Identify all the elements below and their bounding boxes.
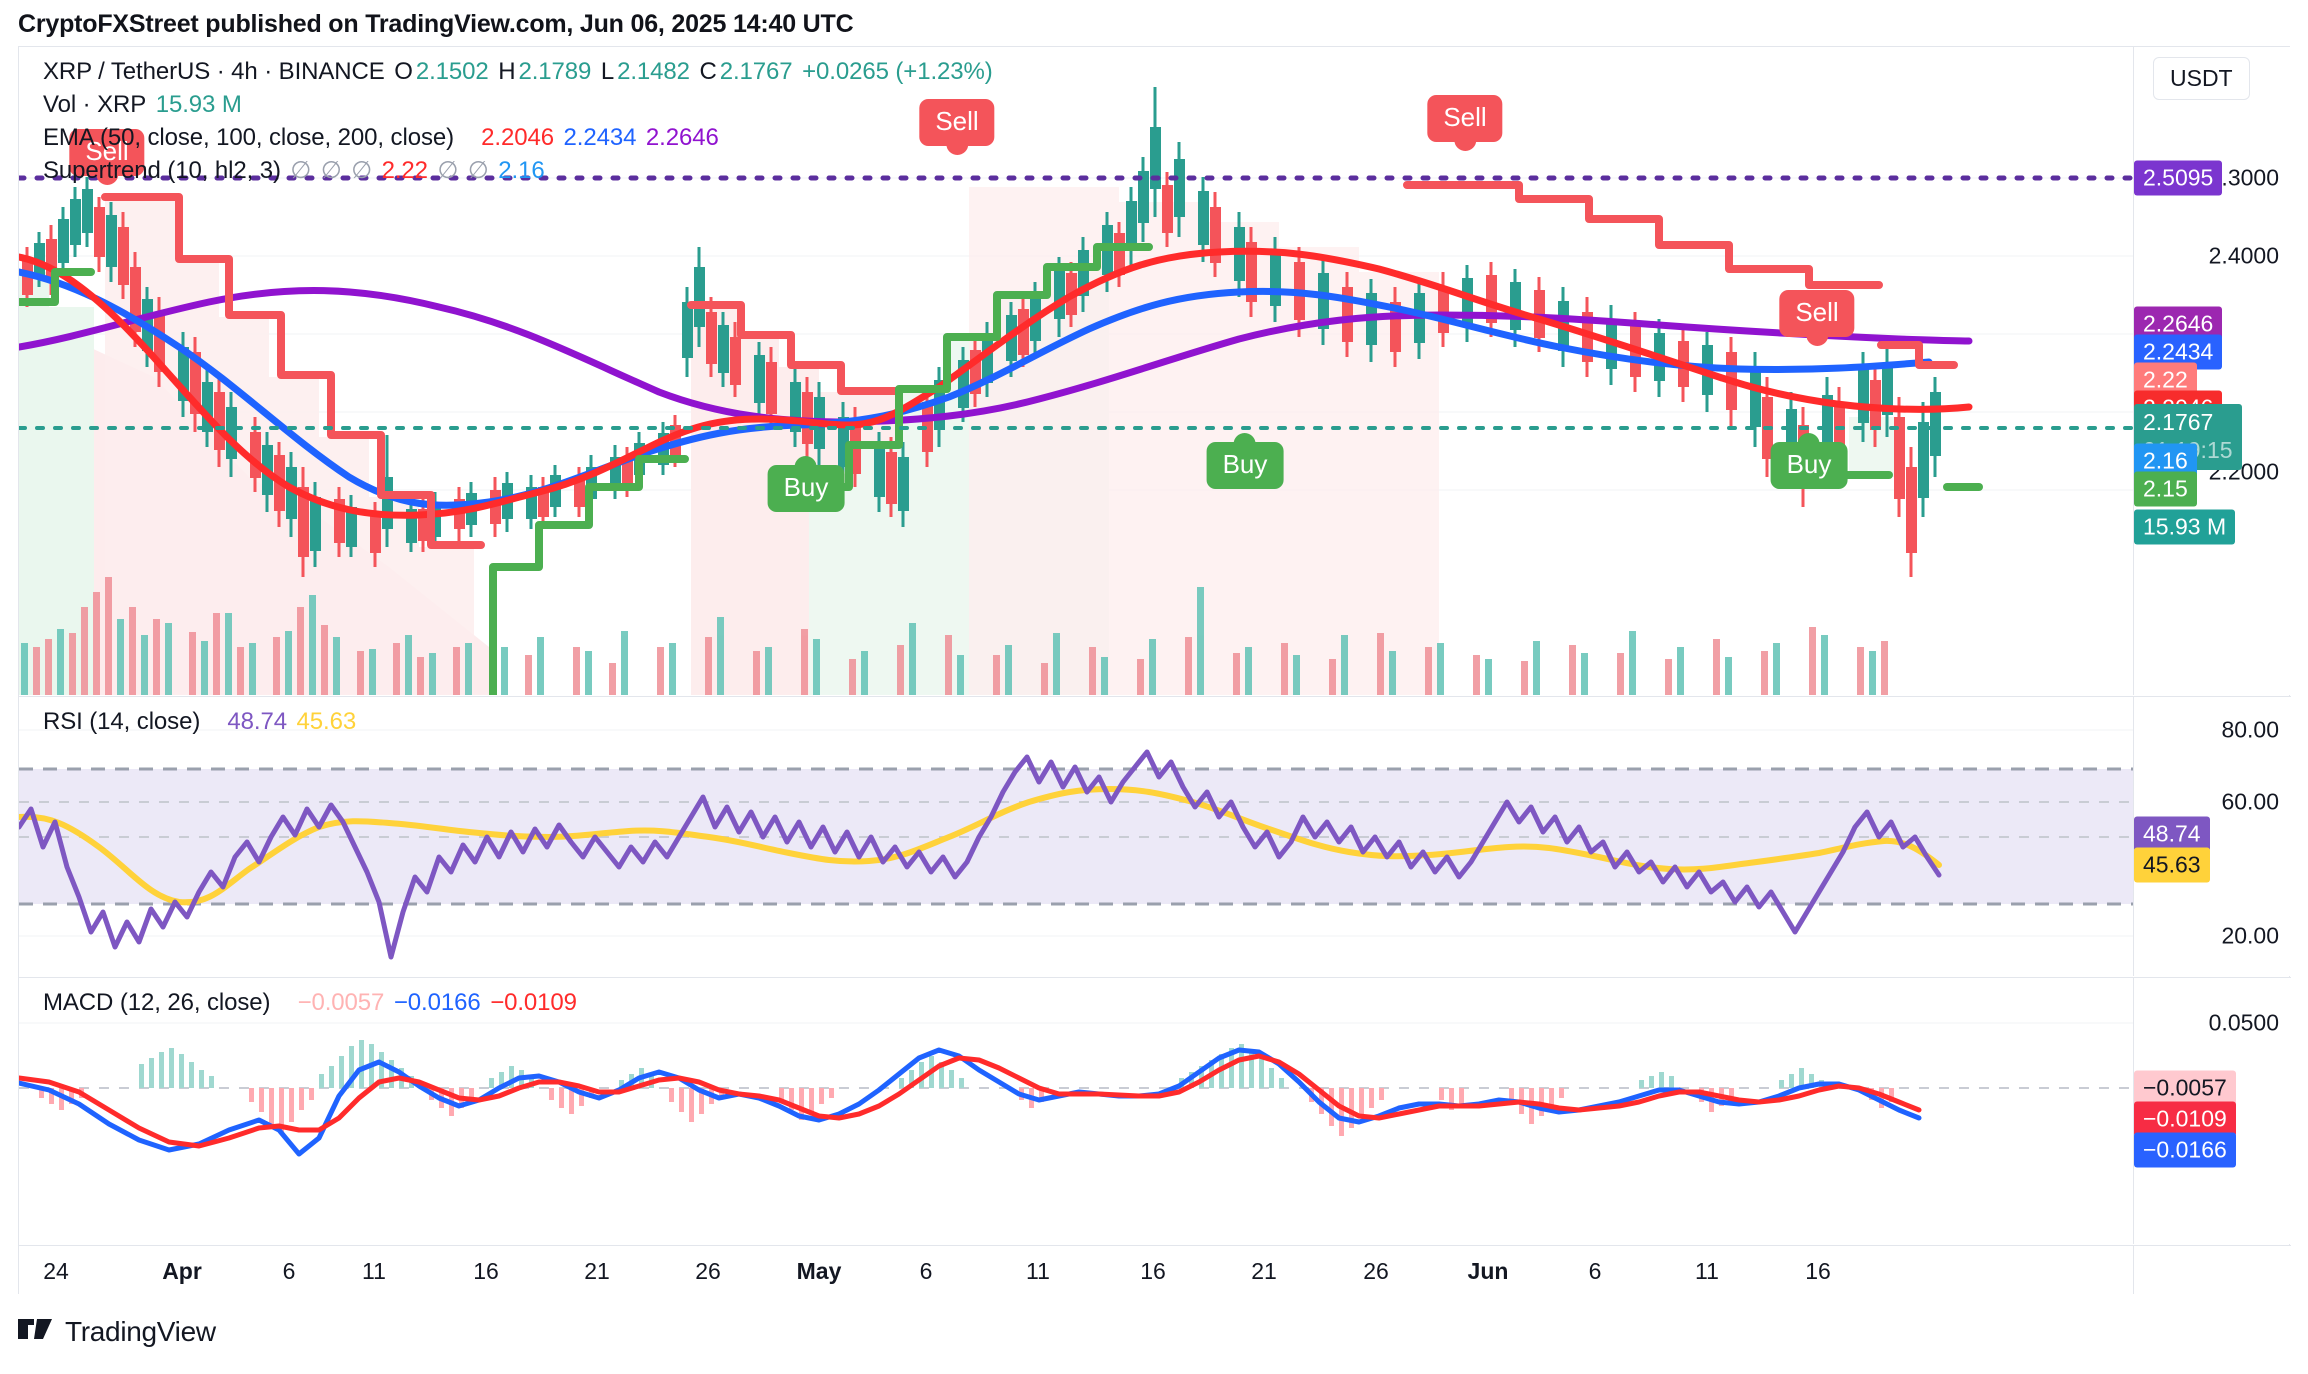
rsi-scale[interactable]: 80.00 60.00 20.00 48.74 45.63	[2133, 697, 2291, 976]
marker-knob-icon	[95, 163, 118, 185]
marker-knob-icon	[1453, 129, 1476, 151]
marker-knob-icon	[1798, 433, 1820, 455]
macd-pill-hist: −0.0057	[2134, 1070, 2236, 1106]
macd-axis-label: 0.0500	[2208, 1009, 2279, 1036]
price-pill-supertrend-buy: 2.15	[2134, 471, 2197, 507]
price-pill-volume: 15.93 M	[2134, 509, 2236, 545]
time-tick: 16	[1805, 1258, 1831, 1284]
signal-marker-sell[interactable]: Sell	[1779, 290, 1855, 346]
tradingview-logo-icon	[18, 1319, 52, 1345]
time-tick: 6	[1588, 1258, 1602, 1284]
time-tick: 11	[362, 1258, 386, 1284]
macd-pill-signal: −0.0166	[2134, 1132, 2236, 1168]
time-tick-month: Apr	[162, 1258, 202, 1284]
signal-label: Buy	[1206, 433, 1284, 489]
price-pill-supertrend-upper: 2.5095	[2134, 160, 2223, 196]
time-tick: 21	[584, 1258, 610, 1284]
time-tick: 6	[282, 1258, 296, 1284]
rsi-pane: RSI (14, close) 48.74 45.63 80.00 60.00 …	[19, 696, 2291, 976]
signal-marker-sell[interactable]: Sell	[1427, 95, 1503, 151]
macd-pill-macd: −0.0109	[2134, 1101, 2236, 1137]
signal-marker-sell[interactable]: Sell	[69, 129, 145, 185]
marker-knob-icon	[1805, 324, 1828, 346]
time-tick: 26	[695, 1258, 721, 1284]
signal-label: Sell	[919, 99, 995, 155]
marker-knob-icon	[1234, 433, 1256, 455]
marker-knob-icon	[795, 456, 817, 478]
time-tick: 26	[1363, 1258, 1389, 1284]
marker-knob-icon	[945, 133, 968, 155]
time-axis-scale-corner	[2133, 1246, 2291, 1294]
last-price-value: 2.1767	[2143, 409, 2214, 435]
time-tick: 6	[919, 1258, 933, 1284]
signal-label: Sell	[1427, 95, 1503, 151]
time-axis-labels: 24 Apr 6 11 16 21 26 May 6 11 16 21 26 J…	[19, 1246, 2133, 1294]
time-tick: 11	[1026, 1258, 1050, 1284]
time-tick: 16	[473, 1258, 499, 1284]
rsi-plot[interactable]: RSI (14, close) 48.74 45.63	[19, 697, 2133, 976]
price-plot-svg	[19, 87, 2133, 695]
macd-scale[interactable]: 0.0500 −0.0057 −0.0109 −0.0166	[2133, 978, 2291, 1244]
signal-marker-sell[interactable]: Sell	[919, 99, 995, 155]
signal-label: Buy	[1770, 433, 1848, 489]
signal-marker-buy[interactable]: Buy	[1770, 433, 1848, 489]
price-axis-label: 2.4000	[2208, 242, 2279, 269]
macd-plot-svg	[19, 1022, 2133, 1157]
publisher-caption: CryptoFXStreet published on TradingView.…	[18, 10, 854, 38]
time-tick: 11	[1695, 1258, 1719, 1284]
signal-label: Buy	[767, 456, 845, 512]
signal-marker-buy[interactable]: Buy	[1206, 433, 1284, 489]
rsi-plot-svg	[19, 729, 2133, 960]
signal-label: Sell	[69, 129, 145, 185]
rsi-axis-label: 60.00	[2221, 788, 2279, 815]
macd-plot[interactable]: MACD (12, 26, close) −0.0057 −0.0166 −0.…	[19, 978, 2133, 1244]
time-axis[interactable]: 24 Apr 6 11 16 21 26 May 6 11 16 21 26 J…	[19, 1245, 2291, 1294]
rsi-pill-ma: 45.63	[2134, 847, 2210, 883]
time-tick: 24	[43, 1258, 69, 1284]
rsi-axis-label: 80.00	[2221, 716, 2279, 743]
price-scale[interactable]: USDT 2.3000 2.4000 2.2000 2.5095 2.2646 …	[2133, 47, 2291, 695]
tradingview-footer: TradingView	[18, 1316, 216, 1348]
rsi-axis-label: 20.00	[2221, 922, 2279, 949]
time-tick-month: May	[796, 1258, 842, 1284]
rsi-pill-value: 48.74	[2134, 816, 2210, 852]
signal-label: Sell	[1779, 290, 1855, 346]
signal-marker-buy[interactable]: Buy	[767, 456, 845, 512]
time-tick: 16	[1140, 1258, 1166, 1284]
currency-chip[interactable]: USDT	[2153, 57, 2250, 100]
tradingview-brand-label: TradingView	[65, 1316, 216, 1347]
time-tick-month: Jun	[1467, 1258, 1509, 1284]
time-tick: 21	[1251, 1258, 1277, 1284]
macd-pane: MACD (12, 26, close) −0.0057 −0.0166 −0.…	[19, 977, 2291, 1244]
